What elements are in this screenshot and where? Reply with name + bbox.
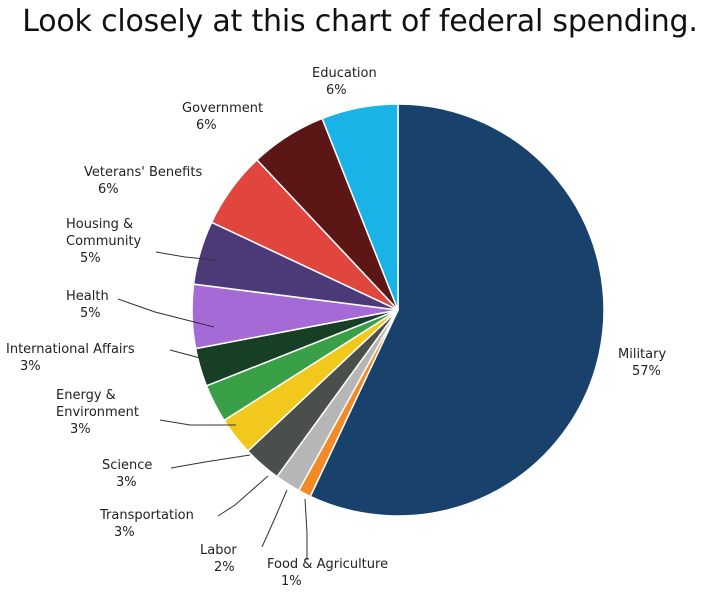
pie-slices xyxy=(191,103,605,517)
slice-label-line: Food & Agriculture xyxy=(267,557,388,572)
slice-label-line: 3% xyxy=(20,359,41,374)
slice-label-line: Veterans' Benefits xyxy=(84,165,202,180)
slice-label-science: Science 3% xyxy=(102,458,152,490)
slice-label-line: Government xyxy=(182,101,263,116)
leader-line-international-affairs xyxy=(169,349,214,376)
headline: Look closely at this chart of federal sp… xyxy=(22,4,698,39)
leader-line-housing-community xyxy=(155,251,216,261)
slice-label-line: 3% xyxy=(70,422,91,437)
slice-label-line: 2% xyxy=(214,560,235,575)
leader-line-labor xyxy=(261,489,288,548)
pie-slice-education xyxy=(321,103,399,311)
slice-label-line: 6% xyxy=(196,118,217,133)
slice-label-energy-environment: Energy & Environment 3% xyxy=(56,388,139,437)
leader-line-transportation xyxy=(217,475,269,517)
leader-line-science xyxy=(170,454,251,469)
slice-label-line: 6% xyxy=(98,182,119,197)
slice-label-line: Labor xyxy=(200,543,237,558)
slice-label-line: 57% xyxy=(632,364,661,379)
slice-label-government: Government 6% xyxy=(182,101,263,133)
slice-label-line: Education xyxy=(312,66,377,81)
slice-label-line: Transportation xyxy=(99,508,194,523)
leader-lines xyxy=(117,251,308,560)
slice-label-veterans-benefits: Veterans' Benefits 6% xyxy=(84,165,202,197)
leader-line-energy-environment xyxy=(159,419,236,426)
slice-label-line: 6% xyxy=(326,83,347,98)
slice-label-line: 1% xyxy=(281,574,302,589)
slice-label-line: Military xyxy=(618,347,666,362)
slice-label-line: Energy & xyxy=(56,388,116,403)
slice-label-line: 5% xyxy=(80,306,101,321)
slice-label-line: Community xyxy=(66,234,142,249)
slice-labels: Military 57% Food & Agriculture 1% Labor 2% Tr… xyxy=(6,66,666,589)
slice-label-international-affairs: International Affairs 3% xyxy=(6,342,135,374)
slice-label-education: Education 6% xyxy=(312,66,377,98)
slice-label-line: Science xyxy=(102,458,152,473)
slice-label-line: Housing & xyxy=(66,217,133,232)
leader-line-health xyxy=(117,298,215,328)
slice-label-line: 3% xyxy=(114,525,135,540)
slice-label-food-agriculture: Food & Agriculture 1% xyxy=(267,557,388,589)
slice-label-labor: Labor 2% xyxy=(200,543,237,575)
slice-label-line: Environment xyxy=(56,405,139,420)
slice-label-line: 5% xyxy=(80,251,101,266)
slice-label-military: Military 57% xyxy=(618,347,666,379)
leader-line-food-agriculture xyxy=(304,498,308,560)
slice-label-health: Health 5% xyxy=(66,289,109,321)
pie-slice-military xyxy=(309,103,605,517)
slice-label-line: 3% xyxy=(116,475,137,490)
slice-label-transportation: Transportation 3% xyxy=(99,508,194,540)
slice-label-line: Health xyxy=(66,289,109,304)
slice-label-housing-community: Housing & Community 5% xyxy=(66,217,142,266)
slice-label-line: International Affairs xyxy=(6,342,135,357)
